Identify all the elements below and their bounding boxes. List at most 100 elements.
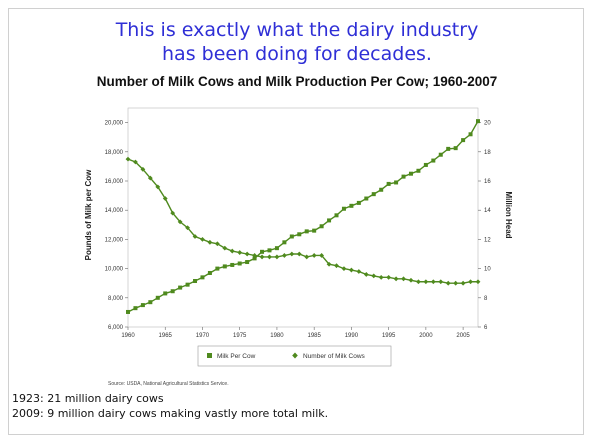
data-point-milk-per-cow [274,246,279,251]
data-point-milk-per-cow [289,234,294,239]
y-left-tick-label: 8,000 [108,296,124,302]
x-tick-label: 1975 [233,333,247,339]
data-point-milk-per-cow [222,264,227,269]
data-point-number-of-milk-cows [386,274,392,280]
data-point-milk-per-cow [371,192,376,197]
data-point-number-of-milk-cows [326,261,332,267]
plot-area [127,107,479,328]
x-tick-label: 1970 [196,333,210,339]
y-left-tick-label: 12,000 [105,237,124,243]
data-point-milk-per-cow [267,248,272,253]
y-left-tick-label: 14,000 [105,208,124,214]
data-point-milk-per-cow [178,285,183,290]
data-point-milk-per-cow [386,181,391,186]
legend: Milk Per Cow Number of Milk Cows [197,345,392,367]
data-point-milk-per-cow [453,146,458,151]
data-point-milk-per-cow [379,187,384,192]
x-tick-label: 1960 [121,333,135,339]
y-axis-right-label: Million Head [504,191,513,238]
y-left-tick-label: 20,000 [105,121,124,127]
data-point-number-of-milk-cows [200,237,205,242]
data-point-number-of-milk-cows [229,248,235,254]
x-tick-label: 1980 [270,333,284,339]
data-point-milk-per-cow [423,162,428,167]
data-point-milk-per-cow [438,152,443,157]
data-point-milk-per-cow [312,228,317,233]
data-point-number-of-milk-cows [237,250,243,255]
data-point-number-of-milk-cows [252,253,257,258]
data-point-number-of-milk-cows [423,279,429,285]
data-point-number-of-milk-cows [133,159,138,165]
data-point-number-of-milk-cows [259,254,265,260]
slide-heading-line1: This is exactly what the dairy industry [115,19,479,41]
data-point-number-of-milk-cows [192,234,198,239]
data-point-number-of-milk-cows [140,166,146,172]
y-left-tick-label: 6,000 [108,325,124,331]
data-point-number-of-milk-cows [319,253,325,258]
data-point-milk-per-cow [163,291,168,296]
chart-title: Number of Milk Cows and Milk Production … [96,74,498,89]
data-point-milk-per-cow [319,224,324,229]
data-point-milk-per-cow [200,275,205,280]
data-point-milk-per-cow [260,249,265,254]
data-point-milk-per-cow [356,200,361,205]
data-point-milk-per-cow [394,180,399,185]
data-point-number-of-milk-cows [207,239,213,245]
data-point-milk-per-cow [327,218,332,223]
data-point-milk-per-cow [133,306,138,311]
data-point-milk-per-cow [230,262,235,267]
data-point-number-of-milk-cows [311,253,317,258]
x-tick-label: 2000 [419,333,433,339]
note-2009: 2009: 9 million dairy cows making vastly… [12,407,329,420]
data-point-number-of-milk-cows [147,175,153,181]
data-point-number-of-milk-cows [222,245,228,251]
note-1923: 1923: 21 million dairy cows [12,392,164,405]
data-point-number-of-milk-cows [289,251,295,257]
data-point-number-of-milk-cows [475,279,481,285]
data-point-number-of-milk-cows [393,276,399,282]
data-point-number-of-milk-cows [453,280,459,286]
data-point-number-of-milk-cows [378,274,384,280]
chart-source: Source: USDA, National Agricultural Stat… [108,381,229,387]
data-point-milk-per-cow [476,119,480,124]
data-point-milk-per-cow [468,132,473,137]
data-point-number-of-milk-cows [185,225,190,231]
data-point-milk-per-cow [170,289,175,294]
y-right-tick-label: 6 [484,325,488,331]
data-point-milk-per-cow [193,279,198,284]
data-point-number-of-milk-cows [408,277,414,283]
data-point-number-of-milk-cows [125,156,131,162]
y-right-tick-label: 14 [484,208,491,214]
legend-square-marker [207,353,212,358]
data-point-milk-per-cow [282,240,287,245]
data-point-milk-per-cow [126,309,130,314]
data-point-number-of-milk-cows [296,251,302,257]
y-right-tick-label: 12 [484,237,491,243]
data-point-milk-per-cow [446,146,451,151]
data-point-number-of-milk-cows [334,263,339,269]
y-left-tick-label: 18,000 [105,150,124,156]
data-point-milk-per-cow [237,261,242,266]
data-point-milk-per-cow [140,303,145,308]
x-tick-label: 1990 [345,333,359,339]
x-tick-label: 1965 [159,333,173,339]
data-point-number-of-milk-cows [244,251,250,257]
data-point-number-of-milk-cows [363,272,369,277]
data-point-number-of-milk-cows [371,273,377,279]
data-point-milk-per-cow [334,213,339,218]
data-point-number-of-milk-cows [356,269,362,274]
y-right-tick-label: 10 [484,267,491,273]
data-point-milk-per-cow [416,168,421,173]
data-point-number-of-milk-cows [177,219,183,225]
data-point-milk-per-cow [401,174,406,179]
data-point-number-of-milk-cows [155,184,161,190]
data-point-milk-per-cow [431,158,436,163]
legend-box [197,345,392,367]
data-point-number-of-milk-cows [401,276,406,282]
data-point-milk-per-cow [215,266,220,271]
data-point-milk-per-cow [364,196,369,201]
slide-heading-line2: has been doing for decades. [162,43,432,65]
data-point-number-of-milk-cows [445,280,451,286]
data-point-milk-per-cow [341,206,346,211]
y-right-tick-label: 8 [484,296,488,302]
